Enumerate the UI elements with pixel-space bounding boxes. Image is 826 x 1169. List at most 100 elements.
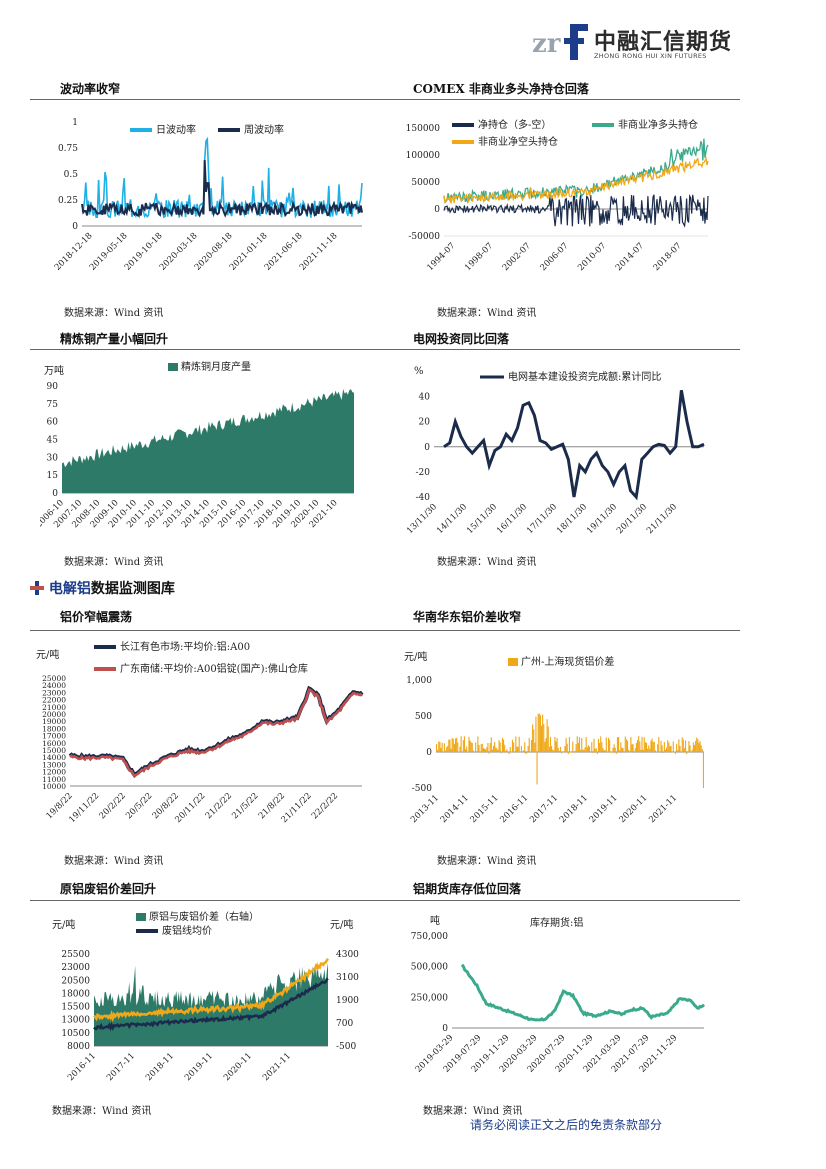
y-tick-label: 14000 (42, 753, 66, 762)
spread-bar (506, 749, 508, 752)
spread-bar (469, 740, 471, 752)
spread-bar (600, 736, 602, 752)
series-area-精炼铜月度产量 (62, 389, 354, 493)
spread-bar (644, 742, 646, 752)
spread-bar (566, 743, 568, 752)
spread-bar (664, 749, 667, 752)
spread-bar (496, 748, 498, 752)
spread-bar (507, 752, 509, 753)
series-line-净持仓（多-空） (443, 194, 709, 228)
spread-bar (642, 749, 644, 752)
y2-tick-label: 3100 (336, 973, 359, 983)
spread-bar (460, 736, 462, 752)
spread-bar (462, 740, 464, 752)
y-axis-unit: 吨 (430, 914, 440, 927)
divider (30, 900, 740, 901)
y-axis-unit: 元/吨 (404, 650, 427, 663)
legend-label: 周波动率 (244, 123, 284, 136)
spread-bar (613, 744, 615, 752)
y2-tick-label: 4300 (336, 950, 359, 960)
source-note: 数据来源：Wind 资讯 (52, 1106, 152, 1117)
spread-bar (511, 739, 514, 752)
spread-bar (450, 748, 452, 752)
spread-bar (651, 738, 653, 752)
x-tick-label: 2018-11 (144, 1051, 176, 1083)
y-tick-label: 18000 (42, 724, 66, 733)
spread-bar (631, 744, 633, 752)
section-title-highlight: 电解铝 (48, 581, 91, 597)
spread-bar (619, 750, 621, 752)
spread-bar (677, 749, 679, 752)
spread-bar (688, 741, 690, 752)
spread-bar (638, 736, 640, 752)
x-tick-label: 2010-07 (576, 241, 608, 273)
y-axis-unit: 万吨 (44, 364, 64, 377)
spread-bar (545, 738, 547, 752)
x-tick-label: 2016-11 (66, 1051, 98, 1083)
series-line-orange (93, 957, 330, 1023)
x-tick-label: 2006-07 (539, 241, 571, 273)
spread-bar (674, 752, 677, 754)
spread-bar (492, 745, 495, 752)
spread-bar (549, 736, 552, 752)
spread-bar (657, 744, 659, 752)
x-tick-label: 21/11/30 (645, 502, 679, 536)
y-axis-unit: 元/吨 (52, 918, 75, 931)
spread-bar (670, 745, 672, 752)
spread-bar (661, 745, 663, 752)
spread-bar (582, 749, 584, 752)
spread-bar (618, 736, 620, 752)
spread-bar (595, 748, 597, 752)
source-note: 数据来源：Wind 资讯 (437, 308, 537, 319)
spread-bar (459, 746, 461, 752)
spread-bar (482, 748, 485, 752)
spread-bar (517, 746, 519, 752)
zrf-logo-mark: zr (532, 24, 588, 60)
company-logo: zr 中融汇信期货 ZHONG RONG HUI XIN FUTURES (532, 18, 732, 66)
spread-bar (472, 750, 474, 752)
spread-bar (475, 742, 477, 752)
series-area-原铝与废铝价差（右轴） (94, 961, 328, 1046)
spread-bar (500, 752, 502, 754)
spread-bar (441, 742, 443, 752)
legend-swatch (508, 658, 518, 666)
x-tick-label: 2021-11 (261, 1051, 293, 1083)
spread-bar (672, 741, 674, 752)
spread-bar (700, 745, 702, 752)
x-tick-label: 18/11/30 (555, 502, 589, 536)
spread-bar (555, 741, 557, 752)
spread-bar (588, 746, 591, 752)
legend-label: 长江有色市场:平均价:铝:A00 (120, 640, 250, 653)
spread-bar (436, 743, 438, 752)
spread-bar (676, 743, 678, 752)
spread-bar (611, 751, 613, 752)
y-tick-label: 30 (47, 453, 59, 463)
spread-bar (649, 748, 651, 752)
spread-bar (516, 746, 518, 752)
x-tick-label: 2014-07 (614, 241, 646, 273)
spread-bar (632, 744, 634, 752)
spread-bar (494, 742, 496, 752)
panel-title-vol: 波动率收窄 (60, 82, 121, 96)
spread-bar (487, 743, 489, 752)
spread-bar (480, 744, 482, 752)
x-tick-label: 2018-11 (558, 793, 590, 825)
panel-title-comex: COMEX 非商业多头净持仓回落 (413, 82, 589, 96)
y-tick-label: 250,000 (411, 993, 448, 1003)
x-tick-label: 1994-07 (425, 241, 457, 273)
y-tick-label: 20 (419, 418, 431, 428)
spread-bar (685, 740, 687, 752)
spread-bar (470, 742, 472, 752)
spread-bar (523, 750, 525, 752)
y-tick-label: 13000 (61, 1016, 90, 1026)
x-tick-label: 2021-11-18 (298, 231, 340, 273)
y-tick-label: 11000 (42, 775, 66, 784)
spread-bar (509, 746, 511, 752)
spread-bar (508, 752, 510, 755)
y-tick-label: 15500 (61, 1003, 90, 1013)
y2-axis-unit: 元/吨 (330, 918, 353, 931)
y-tick-label: 60 (47, 418, 59, 428)
spread-bar (668, 742, 670, 752)
spread-bar (501, 737, 503, 752)
